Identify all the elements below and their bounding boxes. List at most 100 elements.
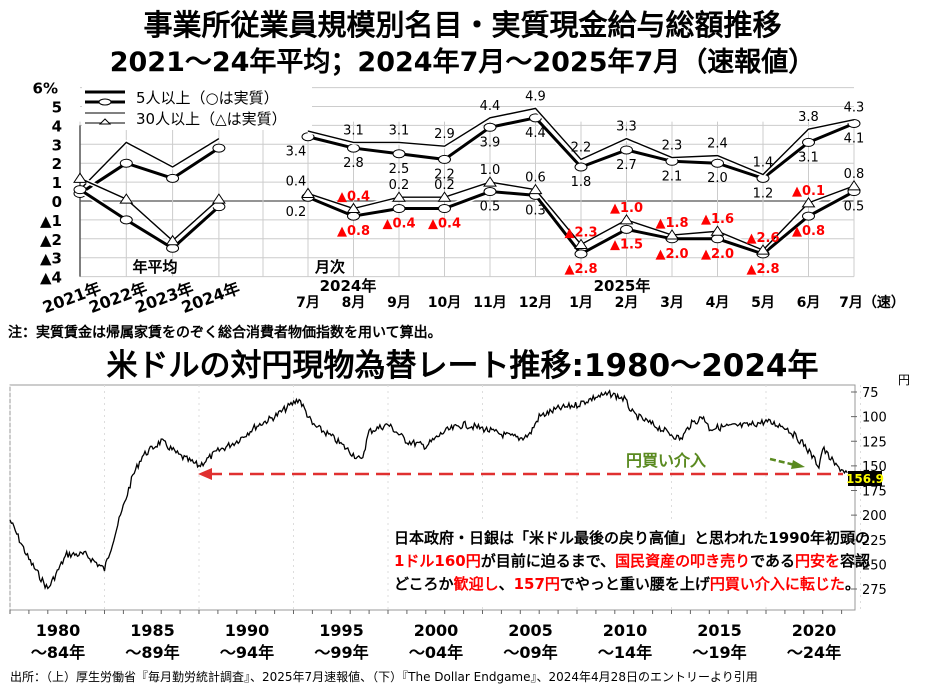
- data-point-circle: [620, 224, 633, 234]
- data-label: 3.1: [343, 123, 364, 138]
- x-label-period: 2015: [697, 621, 742, 640]
- x-label-month: 11月: [473, 295, 506, 311]
- legend-circle: [98, 98, 112, 106]
- y-tick-label: 2: [52, 155, 62, 173]
- data-point-triangle: [528, 183, 543, 195]
- x-label-period-range: ～84年: [31, 643, 85, 662]
- data-point-circle: [166, 173, 180, 183]
- data-label: 3.3: [616, 120, 637, 135]
- data-point-triangle: [392, 191, 406, 202]
- y-tick-label: 6%: [33, 80, 58, 98]
- x-label-period: 1990: [225, 621, 270, 640]
- data-label: 2.4: [707, 137, 728, 152]
- data-label: ▲0.8: [792, 224, 825, 239]
- y-tick-label: 200: [862, 509, 887, 524]
- data-label: ▲0.4: [337, 190, 370, 205]
- data-label: ▲0.8: [337, 224, 370, 239]
- x-label-month: 12月: [519, 295, 552, 311]
- data-label: ▲2.8: [746, 262, 779, 277]
- legend-label-5: 5人以上（○は実質）: [136, 89, 279, 107]
- data-label: 1.2: [753, 186, 774, 201]
- data-point-circle: [574, 249, 588, 259]
- data-point-triangle: [119, 193, 134, 204]
- y-tick-label: 3: [52, 136, 62, 154]
- data-label: 0.5: [844, 200, 865, 215]
- arrow-right-icon: [791, 460, 805, 469]
- legend-triangle: [98, 118, 112, 125]
- x-label-period: 2010: [603, 621, 648, 640]
- y-tick-label: 0: [52, 193, 62, 211]
- annotation-line-3: どころか歓迎し、157円でやっと重い腰を上げ円買い介入に転じた。: [394, 573, 860, 594]
- x-label-month: 5月: [751, 295, 775, 311]
- data-point-triangle: [665, 229, 679, 240]
- data-label: 3.9: [480, 135, 501, 150]
- data-label: ▲2.8: [564, 262, 597, 277]
- intervention-arrow: [769, 457, 796, 467]
- intervention-label: 円買い介入: [626, 451, 706, 470]
- data-label: 0.5: [480, 200, 501, 215]
- ann-text: が目前に迫るまで、: [480, 552, 616, 570]
- data-label: ▲1.8: [655, 216, 688, 231]
- x-label-month: 8月: [342, 295, 366, 311]
- y-tick-label: ▲3: [40, 250, 62, 268]
- y-tick-label: 250: [862, 558, 887, 573]
- current-value-badge: [848, 471, 882, 486]
- note-text: 注：実質賃金は帰属家賃をのぞく総合消費者物価指数を用いて算出。: [8, 325, 442, 341]
- data-point-triangle: [756, 244, 770, 255]
- data-point-circle: [483, 187, 497, 197]
- data-point-circle: [119, 158, 133, 168]
- series-line-0: [79, 146, 220, 195]
- year-2025-label: 2025年: [594, 277, 651, 295]
- x-label-month: 4月: [706, 295, 730, 311]
- annotation-box: [390, 520, 850, 604]
- data-label: 4.3: [844, 101, 865, 116]
- data-point-triangle: [619, 213, 634, 225]
- y-tick-label: ▲2: [40, 231, 62, 249]
- data-label: 2.3: [662, 139, 683, 154]
- data-label: 3.8: [798, 110, 819, 125]
- data-point-triangle: [710, 225, 725, 236]
- fx-title: 米ドルの対円現物為替レート推移:1980～2024年: [106, 348, 819, 384]
- ann-red: 1ドル160円: [394, 552, 481, 570]
- data-label: ▲1.5: [610, 237, 643, 252]
- y-tick-label: 1: [52, 174, 62, 192]
- data-point-circle: [438, 154, 451, 164]
- data-point-triangle: [437, 191, 452, 202]
- x-label-period-range: ～94年: [220, 643, 274, 662]
- data-label: ▲1.0: [610, 201, 643, 216]
- series-line-2: [79, 188, 220, 251]
- y-tick-label: 125: [862, 435, 887, 450]
- x-label-period: 1995: [319, 621, 364, 640]
- x-label-month: 6月: [797, 295, 821, 311]
- series-line-1: [79, 138, 220, 191]
- year-2024-label: 2024年: [320, 277, 377, 295]
- ann-red: 円買い介入に転じた: [709, 575, 845, 593]
- current-value-label: 156.9: [846, 472, 884, 486]
- ann-text: 容認: [840, 552, 871, 570]
- x-label-period: 1985: [130, 621, 175, 640]
- data-point-circle: [212, 143, 226, 153]
- data-label: 0.2: [434, 178, 455, 193]
- x-label-period-range: ～14年: [598, 643, 652, 662]
- data-label: 0.6: [525, 171, 546, 186]
- data-point-triangle: [211, 193, 226, 204]
- data-label: 4.4: [480, 99, 501, 114]
- data-point-circle: [802, 137, 815, 147]
- ann-red: 円安を: [795, 552, 841, 570]
- data-label: 2.5: [389, 162, 410, 177]
- monthly-label: 月次: [314, 258, 345, 276]
- data-label: 2.0: [707, 171, 728, 186]
- data-point-triangle: [165, 234, 180, 246]
- data-label: 1.4: [753, 156, 774, 171]
- y-tick-label: 4: [52, 117, 62, 135]
- data-label: 2.9: [434, 127, 455, 142]
- annotation-line-1: 日本政府・日銀は「米ドル最後の戻り高値」と思われた1990年初頭の: [394, 527, 870, 548]
- data-point-triangle: [483, 176, 497, 187]
- data-label: ▲0.4: [428, 217, 461, 232]
- data-point-circle: [802, 211, 815, 221]
- data-label: 0.2: [286, 205, 307, 220]
- data-label: 3.1: [389, 123, 410, 138]
- annotation-line-2: 1ドル160円が目前に迫るまで、国民資産の叩き売りである円安を容認: [394, 550, 870, 571]
